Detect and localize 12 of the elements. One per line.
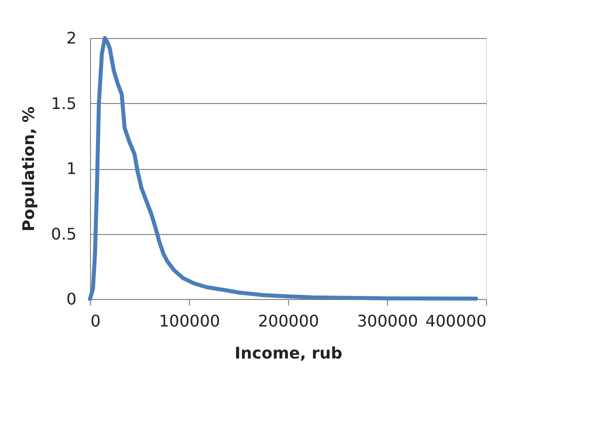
x-tick-label: 0: [90, 312, 101, 330]
y-tick-label: 1: [66, 159, 76, 178]
x-tick-label: 100000: [158, 312, 220, 330]
y-tick-label: 1.5: [51, 94, 76, 113]
x-tick-label: 400000: [425, 312, 486, 330]
y-tick-label: 2: [66, 28, 76, 48]
y-tick-label: 0: [66, 290, 76, 308]
y-axis-title: Population, %: [19, 106, 38, 232]
x-tick-label: 200000: [258, 312, 320, 330]
x-axis-title: Income, rub: [234, 344, 342, 362]
x-tick-label: 300000: [356, 312, 418, 330]
y-tick-label: 0.5: [51, 224, 76, 244]
